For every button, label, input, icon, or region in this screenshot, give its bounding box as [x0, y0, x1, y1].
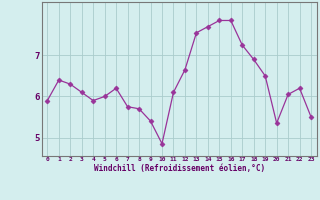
X-axis label: Windchill (Refroidissement éolien,°C): Windchill (Refroidissement éolien,°C)	[94, 164, 265, 173]
